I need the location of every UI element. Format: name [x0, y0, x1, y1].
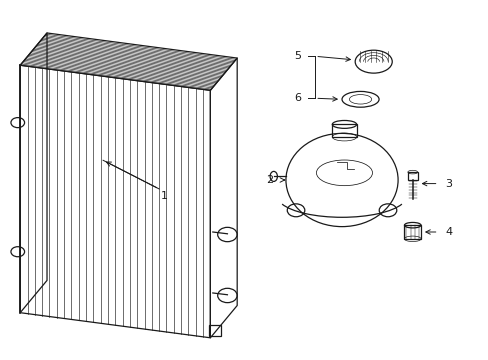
Text: 4: 4	[445, 227, 451, 237]
Bar	[407, 172, 417, 180]
Text: 5: 5	[294, 51, 301, 61]
Text: 2: 2	[265, 175, 272, 185]
Bar	[404, 225, 420, 239]
Bar	[331, 125, 356, 137]
Bar	[209, 325, 221, 336]
Text: 6: 6	[294, 93, 301, 103]
Text: 1: 1	[160, 191, 167, 201]
Text: 3: 3	[445, 179, 451, 189]
